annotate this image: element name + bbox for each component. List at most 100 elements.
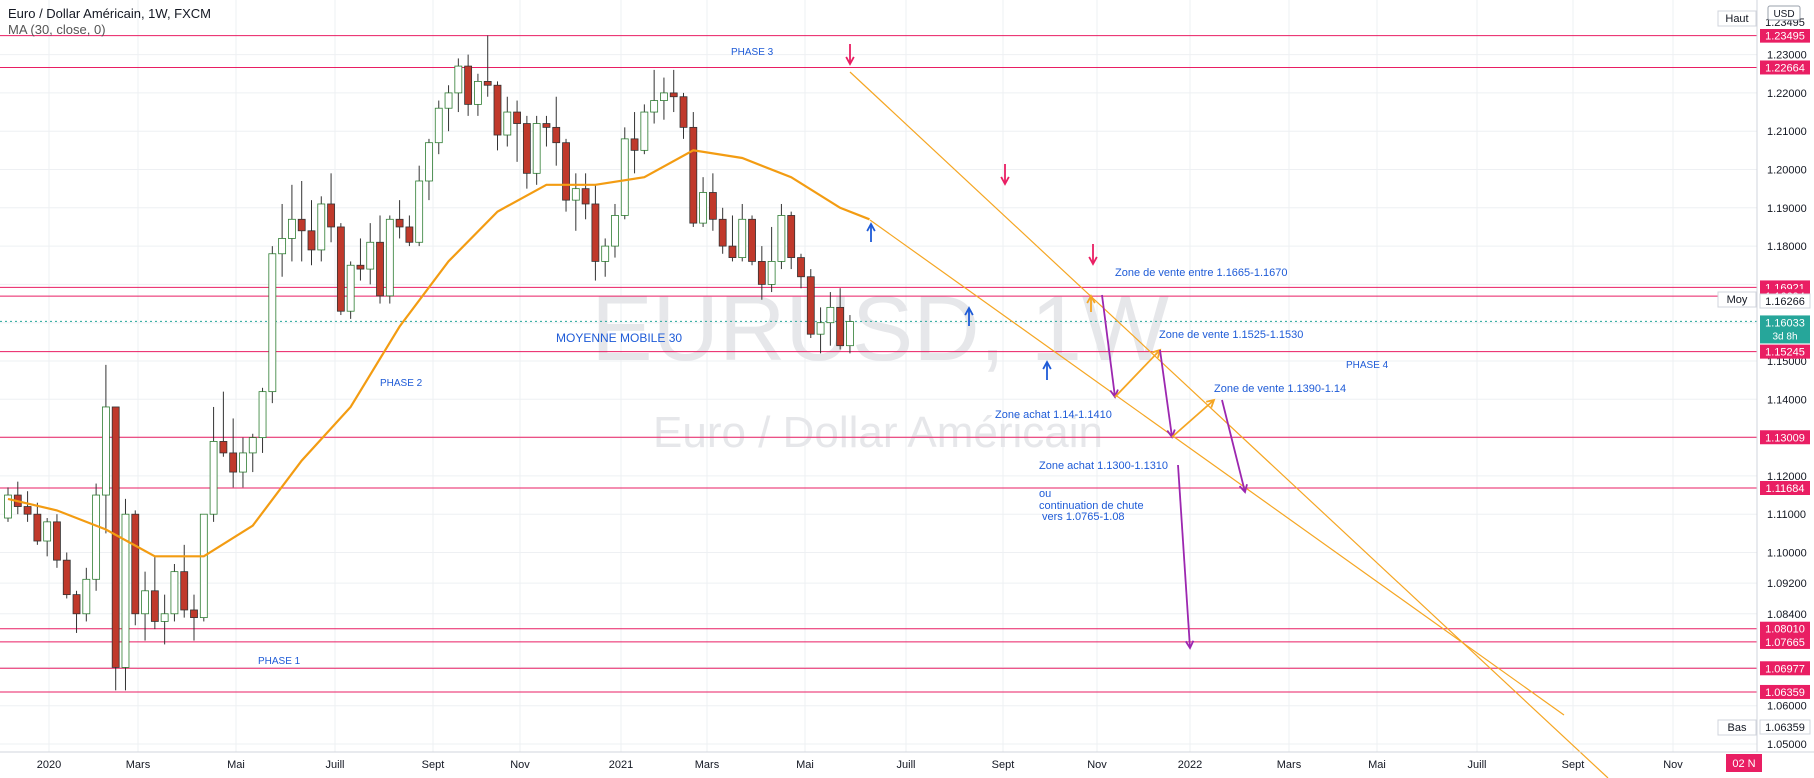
candle-body[interactable] — [532, 123, 541, 174]
candle-body[interactable] — [718, 218, 727, 247]
indicator-title[interactable]: MA (30, close, 0) — [8, 22, 106, 37]
candle-body[interactable] — [836, 306, 845, 347]
projection-arrow-down[interactable] — [1101, 294, 1116, 398]
candle-body[interactable] — [571, 188, 580, 201]
candle-body[interactable] — [190, 609, 198, 619]
candle-body[interactable] — [826, 306, 835, 324]
candle-body[interactable] — [170, 571, 179, 615]
candle-body[interactable] — [483, 81, 492, 86]
candle-body[interactable] — [434, 107, 443, 144]
moving-average-30-line[interactable] — [7, 149, 870, 558]
candle-body[interactable] — [92, 494, 101, 580]
candle-body[interactable] — [180, 571, 189, 611]
candle-body[interactable] — [728, 245, 737, 258]
candle-body[interactable] — [601, 245, 610, 262]
candle-body[interactable] — [738, 218, 747, 258]
candle-body[interactable] — [23, 506, 32, 515]
candle-body[interactable] — [258, 391, 267, 439]
symbol-title[interactable]: Euro / Dollar Américain, 1W, FXCM — [8, 6, 211, 21]
candle-body[interactable] — [581, 188, 590, 205]
candle-body[interactable] — [669, 92, 678, 98]
moy-value-label: 1.16266 — [1765, 296, 1805, 308]
candle-body[interactable] — [356, 264, 365, 270]
candle-body[interactable] — [405, 226, 414, 243]
candle-body[interactable] — [278, 238, 287, 255]
candle-body[interactable] — [336, 226, 345, 312]
candle-body[interactable] — [268, 253, 277, 393]
candle-body[interactable] — [630, 138, 639, 151]
candle-body[interactable] — [239, 452, 247, 473]
candle-body[interactable] — [777, 215, 786, 262]
candle-body[interactable] — [513, 111, 521, 124]
candle-body[interactable] — [522, 123, 531, 174]
candle-body[interactable] — [327, 203, 335, 228]
candle-body[interactable] — [689, 126, 698, 224]
candle-body[interactable] — [72, 594, 81, 615]
candle-body[interactable] — [444, 92, 453, 109]
candle-body[interactable] — [806, 276, 815, 335]
candle-body[interactable] — [425, 142, 433, 182]
candle-body[interactable] — [816, 322, 825, 335]
candle-body[interactable] — [395, 218, 404, 228]
candle-body[interactable] — [307, 230, 316, 251]
candle-body[interactable] — [219, 441, 228, 454]
candle-body[interactable] — [748, 218, 756, 262]
candle-body[interactable] — [209, 441, 218, 515]
candle-body[interactable] — [385, 218, 394, 297]
candle-body[interactable] — [248, 437, 257, 454]
candle-body[interactable] — [640, 111, 649, 151]
candle-body[interactable] — [454, 65, 463, 94]
candle-body[interactable] — [53, 521, 61, 561]
candle-body[interactable] — [102, 406, 110, 496]
candle-body[interactable] — [160, 613, 169, 622]
candle-body[interactable] — [503, 111, 512, 136]
projection-arrow-up[interactable] — [1114, 349, 1161, 398]
candle-body[interactable] — [131, 513, 140, 615]
candle-body[interactable] — [33, 513, 42, 542]
projection-arrow-down[interactable] — [1159, 349, 1173, 438]
candle-body[interactable] — [346, 264, 355, 312]
candle-body[interactable] — [611, 215, 619, 247]
candle-body[interactable] — [787, 215, 796, 258]
candle-body[interactable] — [650, 100, 659, 113]
candle-body[interactable] — [376, 241, 384, 297]
candle-body[interactable] — [542, 123, 551, 128]
price-badge — [1760, 684, 1810, 699]
candle-body[interactable] — [699, 192, 707, 224]
projection-arrow-down-long[interactable] — [1177, 464, 1191, 649]
channel-lower-line[interactable] — [869, 219, 1565, 716]
candle-body[interactable] — [708, 192, 717, 220]
currency-box[interactable] — [1767, 5, 1801, 21]
candle-body[interactable] — [552, 126, 561, 144]
candle-body[interactable] — [82, 578, 91, 615]
candle-body[interactable] — [660, 92, 668, 101]
projection-arrow-down[interactable] — [1221, 399, 1246, 493]
candle-body[interactable] — [415, 180, 424, 243]
candle-body[interactable] — [591, 203, 600, 262]
candle-body[interactable] — [797, 257, 805, 278]
candle-body[interactable] — [846, 321, 854, 347]
candle-body[interactable] — [767, 261, 776, 285]
candle-body[interactable] — [121, 513, 130, 668]
projection-arrow-up[interactable] — [1171, 399, 1215, 438]
candle-body[interactable] — [4, 494, 12, 519]
candle-body[interactable] — [297, 218, 306, 232]
candle-body[interactable] — [62, 559, 71, 596]
candle-body[interactable] — [493, 84, 502, 136]
candle-body[interactable] — [679, 96, 688, 128]
candle-body[interactable] — [562, 142, 570, 201]
candle-body[interactable] — [199, 513, 208, 619]
candle-body[interactable] — [464, 65, 473, 105]
candle-body[interactable] — [150, 590, 159, 622]
candle-body[interactable] — [474, 81, 482, 105]
candle-body[interactable] — [141, 590, 149, 615]
candle-body[interactable] — [317, 203, 326, 251]
candle-body[interactable] — [43, 521, 52, 542]
candle-body[interactable] — [620, 138, 629, 216]
candle-body[interactable] — [288, 218, 296, 239]
price-badge-label: 1.06977 — [1765, 663, 1805, 675]
candle-body[interactable] — [229, 452, 238, 473]
candle-body[interactable] — [366, 241, 375, 270]
candle-body[interactable] — [757, 261, 766, 285]
